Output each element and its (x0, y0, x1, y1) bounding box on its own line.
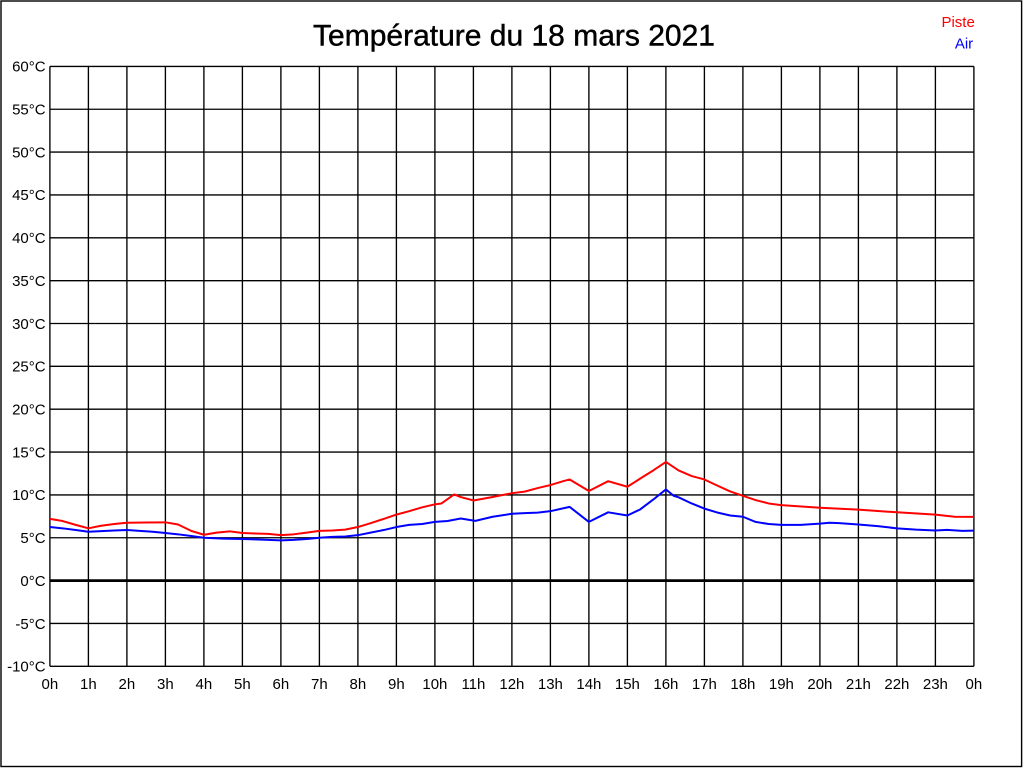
svg-text:-10°C: -10°C (7, 659, 46, 676)
svg-text:7h: 7h (311, 676, 328, 693)
svg-text:3h: 3h (157, 676, 174, 693)
svg-text:5°C: 5°C (20, 530, 45, 547)
svg-text:-5°C: -5°C (15, 616, 45, 633)
svg-text:20°C: 20°C (12, 402, 46, 419)
svg-text:9h: 9h (388, 676, 405, 693)
svg-text:Température du 18 mars 2021: Température du 18 mars 2021 (313, 20, 715, 53)
svg-text:Air: Air (955, 36, 973, 53)
svg-text:25°C: 25°C (12, 359, 46, 376)
svg-text:8h: 8h (350, 676, 367, 693)
svg-text:2h: 2h (119, 676, 136, 693)
svg-text:11h: 11h (461, 676, 485, 693)
svg-text:14h: 14h (576, 676, 601, 693)
svg-text:15°C: 15°C (12, 444, 46, 461)
svg-text:22h: 22h (884, 676, 909, 693)
svg-text:50°C: 50°C (12, 144, 46, 161)
svg-text:60°C: 60°C (12, 59, 46, 76)
svg-text:35°C: 35°C (12, 273, 46, 290)
svg-text:16h: 16h (653, 676, 678, 693)
svg-text:6h: 6h (273, 676, 290, 693)
svg-text:0°C: 0°C (20, 573, 45, 590)
svg-text:17h: 17h (692, 676, 717, 693)
svg-text:30°C: 30°C (12, 316, 46, 333)
svg-text:15h: 15h (615, 676, 640, 693)
svg-text:Piste: Piste (941, 14, 974, 31)
svg-text:13h: 13h (538, 676, 563, 693)
svg-text:18h: 18h (730, 676, 755, 693)
svg-text:21h: 21h (846, 676, 871, 693)
svg-text:0h: 0h (42, 676, 59, 693)
svg-text:5h: 5h (234, 676, 251, 693)
svg-text:19h: 19h (769, 676, 794, 693)
svg-text:23h: 23h (923, 676, 948, 693)
svg-text:55°C: 55°C (12, 102, 46, 119)
svg-text:4h: 4h (196, 676, 213, 693)
svg-text:20h: 20h (807, 676, 832, 693)
svg-text:0h: 0h (966, 676, 983, 693)
svg-text:45°C: 45°C (12, 187, 46, 204)
svg-text:10°C: 10°C (12, 487, 46, 504)
svg-text:10h: 10h (422, 676, 447, 693)
svg-text:12h: 12h (499, 676, 524, 693)
svg-text:1h: 1h (80, 676, 97, 693)
svg-text:40°C: 40°C (12, 230, 46, 247)
